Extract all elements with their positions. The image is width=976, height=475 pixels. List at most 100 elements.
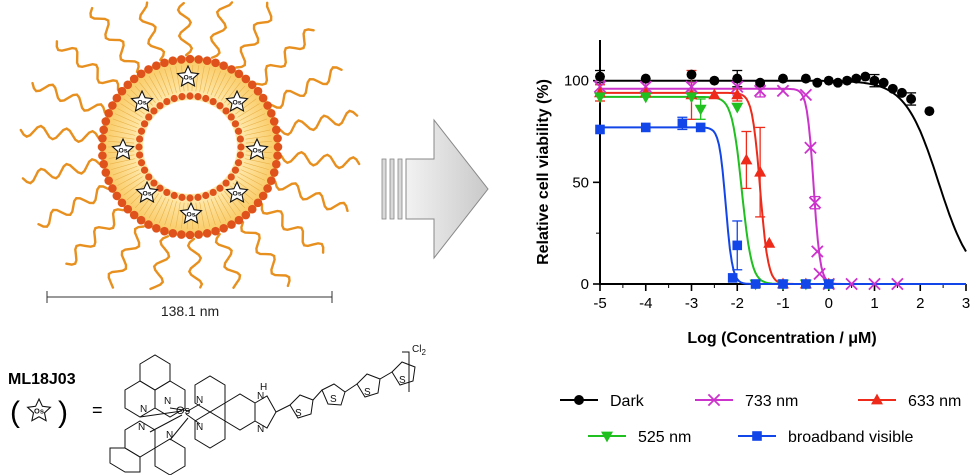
peg-chain: [176, 1, 194, 57]
peg-chain: [235, 1, 273, 69]
data-point: [763, 236, 776, 248]
lipid-head: [135, 143, 143, 151]
lipid-tail: [114, 169, 139, 181]
lipid-head: [234, 127, 243, 135]
lipid-tail: [181, 202, 185, 229]
lipid-head: [253, 198, 263, 208]
lipid-heads-outer: [97, 54, 283, 240]
data-point: [732, 240, 743, 251]
lipid-head: [236, 151, 244, 159]
osmium-star-icon: Os: [26, 397, 52, 422]
lipid-head: [178, 93, 186, 101]
lipid-head: [219, 224, 228, 233]
lipid-tail: [123, 179, 145, 196]
lipid-head: [202, 229, 212, 238]
structure-labels: Os N N N N N N N H N S S S S Cl2: [138, 344, 426, 441]
lipid-head: [108, 101, 117, 110]
peg-chain: [209, 1, 234, 59]
lipid-head: [117, 86, 127, 96]
peg-chain: [107, 225, 145, 289]
lipid-head: [137, 159, 146, 167]
x-tick-label: -2: [731, 295, 744, 312]
peg-chain: [260, 202, 325, 254]
fit-curve-1: [600, 87, 966, 285]
peg-chain: [280, 150, 361, 170]
osmium-atom-label: Os: [176, 405, 191, 417]
data-point: [709, 75, 720, 86]
lipid-head: [160, 58, 169, 68]
lipid-head: [136, 215, 146, 225]
lipid-tail: [214, 197, 227, 221]
lipid-head: [140, 120, 149, 128]
lipid-tail: [148, 75, 163, 99]
x-tick-label: -3: [685, 295, 698, 312]
peg-chain: [149, 235, 171, 291]
lipid-tail: [207, 68, 216, 94]
lipid-head: [222, 179, 230, 187]
lipid-tail: [195, 65, 199, 92]
lipid-head: [178, 193, 186, 201]
lipid-tail: [221, 193, 237, 216]
osmium-complex-markers: Os Os Os Os Os Os Os Os: [111, 64, 269, 224]
data-point: [924, 106, 935, 117]
lipid-head: [168, 56, 178, 65]
lipid-head: [273, 134, 282, 143]
data-point: [869, 75, 880, 86]
legend-item: Dark: [560, 393, 645, 410]
osmium-star-label: Os: [142, 191, 151, 198]
legend-item: 633 nm: [858, 393, 961, 410]
lipid-head: [185, 54, 195, 64]
sulfur-label-3: S: [364, 387, 371, 398]
lipid-head: [258, 93, 268, 103]
data-point: [595, 71, 605, 82]
lipid-tail: [244, 129, 271, 136]
legend-item: broadband visible: [738, 429, 914, 446]
data-point: [800, 73, 811, 84]
compound-name: ML18J03: [8, 371, 76, 388]
lipid-tail: [108, 135, 135, 140]
chart-fit-curves: [600, 79, 967, 285]
lipid-head: [231, 120, 240, 128]
lipid-head: [202, 191, 210, 200]
lipid-tail: [148, 195, 163, 219]
legend-label: 733 nm: [745, 393, 798, 410]
aqueous-core: [143, 100, 237, 194]
lipid-tail: [169, 67, 177, 93]
data-point: [686, 69, 697, 80]
data-point: [812, 77, 823, 88]
lipid-tail: [153, 197, 166, 221]
data-point: [801, 279, 811, 289]
lipid-head: [144, 220, 153, 229]
lipid-head: [170, 191, 178, 200]
lipid-head: [241, 74, 251, 84]
lipid-head: [272, 125, 281, 135]
peg-chain: [186, 237, 204, 289]
lipid-head: [231, 166, 240, 174]
fit-curve-0: [600, 79, 967, 252]
data-point: [640, 73, 651, 84]
data-point: [813, 267, 826, 281]
data-point: [694, 104, 707, 116]
lipid-head: [136, 135, 144, 143]
data-point: [685, 80, 698, 94]
data-point: [832, 77, 843, 88]
lipid-head: [170, 94, 178, 103]
x-axis-label: Log (Concentration / μM): [687, 330, 876, 347]
data-point: [868, 277, 881, 291]
peg-chain: [270, 66, 343, 109]
lipid-head: [194, 55, 203, 64]
osmium-star: Os: [26, 397, 52, 422]
viability-chart: -5 -4 -3 -2 -1 0 1 2 3 0 50 100 Log (Concentration …: [535, 40, 970, 446]
x-tick-label: -4: [639, 295, 652, 312]
lipid-head: [216, 102, 224, 110]
peg-chain: [214, 232, 242, 289]
lipid-tail: [199, 202, 205, 228]
lipid-tail: [159, 198, 170, 224]
chart-legend: Dark 733 nm 633 nm 525 nm broadband visible: [560, 393, 961, 446]
nitrogen-label-4: N: [166, 430, 173, 441]
lipid-tail: [241, 169, 266, 181]
data-point: [753, 84, 767, 98]
lipid-tail: [164, 68, 173, 94]
lipid-head: [98, 134, 107, 143]
data-point: [842, 75, 853, 86]
